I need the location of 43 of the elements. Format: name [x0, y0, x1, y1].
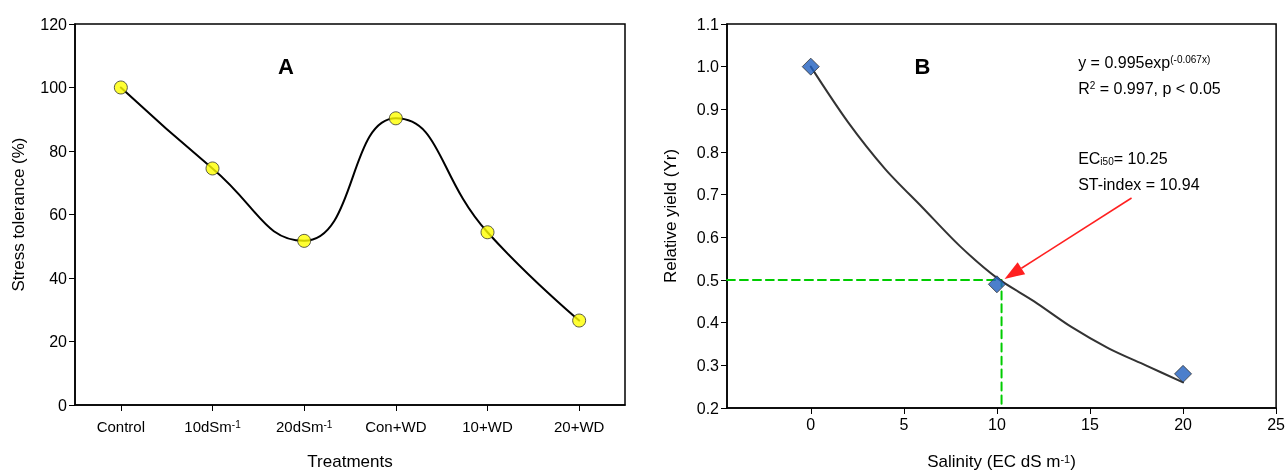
annotation: ECi50= 10.25 — [1078, 149, 1168, 167]
y-tick-label: 0.3 — [696, 356, 720, 374]
point — [1174, 364, 1193, 383]
y-tick-label: 0.9 — [696, 100, 720, 118]
x-tick-label: 10+WD — [462, 418, 513, 435]
point — [297, 233, 312, 248]
y-tick-label: 0 — [58, 396, 68, 414]
y-tick-label: 20 — [49, 333, 68, 350]
y-tick-label: 0.6 — [696, 228, 720, 246]
x-tick-label: 20+WD — [553, 418, 605, 435]
y-tick-label: 0.5 — [696, 271, 720, 289]
point — [572, 313, 587, 328]
y-tick-label: 0.4 — [696, 314, 720, 332]
point — [801, 57, 820, 76]
y-tick-label: 0.8 — [696, 143, 720, 161]
point — [388, 111, 403, 126]
y-tick-label: 120 — [40, 15, 68, 33]
y-tick-label: 1.0 — [696, 58, 720, 76]
y-tick-label: 40 — [49, 269, 68, 287]
x-tick-label: Con+WD — [365, 418, 427, 435]
text: A — [278, 53, 294, 79]
point — [480, 225, 495, 240]
point — [113, 80, 128, 95]
x-tick-label: 5 — [899, 415, 909, 433]
y-tick-label: 0.2 — [696, 399, 720, 417]
y-tick-label: 100 — [40, 79, 68, 96]
point — [987, 275, 1006, 294]
x-tick-label: Control — [96, 418, 146, 435]
x-tick-label: 10 — [988, 415, 1006, 433]
x-tick-label: 25 — [1267, 415, 1286, 433]
annotation: ST-index = 10.94 — [1078, 175, 1200, 193]
text: B — [914, 53, 931, 79]
x-tick-label: 20 — [1174, 415, 1193, 433]
y-axis-title: Relative yield (Yr) — [661, 148, 680, 284]
point — [205, 161, 220, 176]
y-tick-label: 80 — [49, 142, 68, 160]
y-tick-label: 60 — [49, 206, 68, 223]
x-tick-label: 0 — [806, 415, 816, 433]
y-tick-label: 1.1 — [696, 15, 720, 33]
y-tick-label: 0.7 — [696, 186, 720, 204]
y-axis-title: Stress tolerance (%) — [9, 137, 28, 292]
x-tick-label: 15 — [1081, 415, 1099, 433]
x-axis-title: Treatments — [307, 452, 393, 471]
